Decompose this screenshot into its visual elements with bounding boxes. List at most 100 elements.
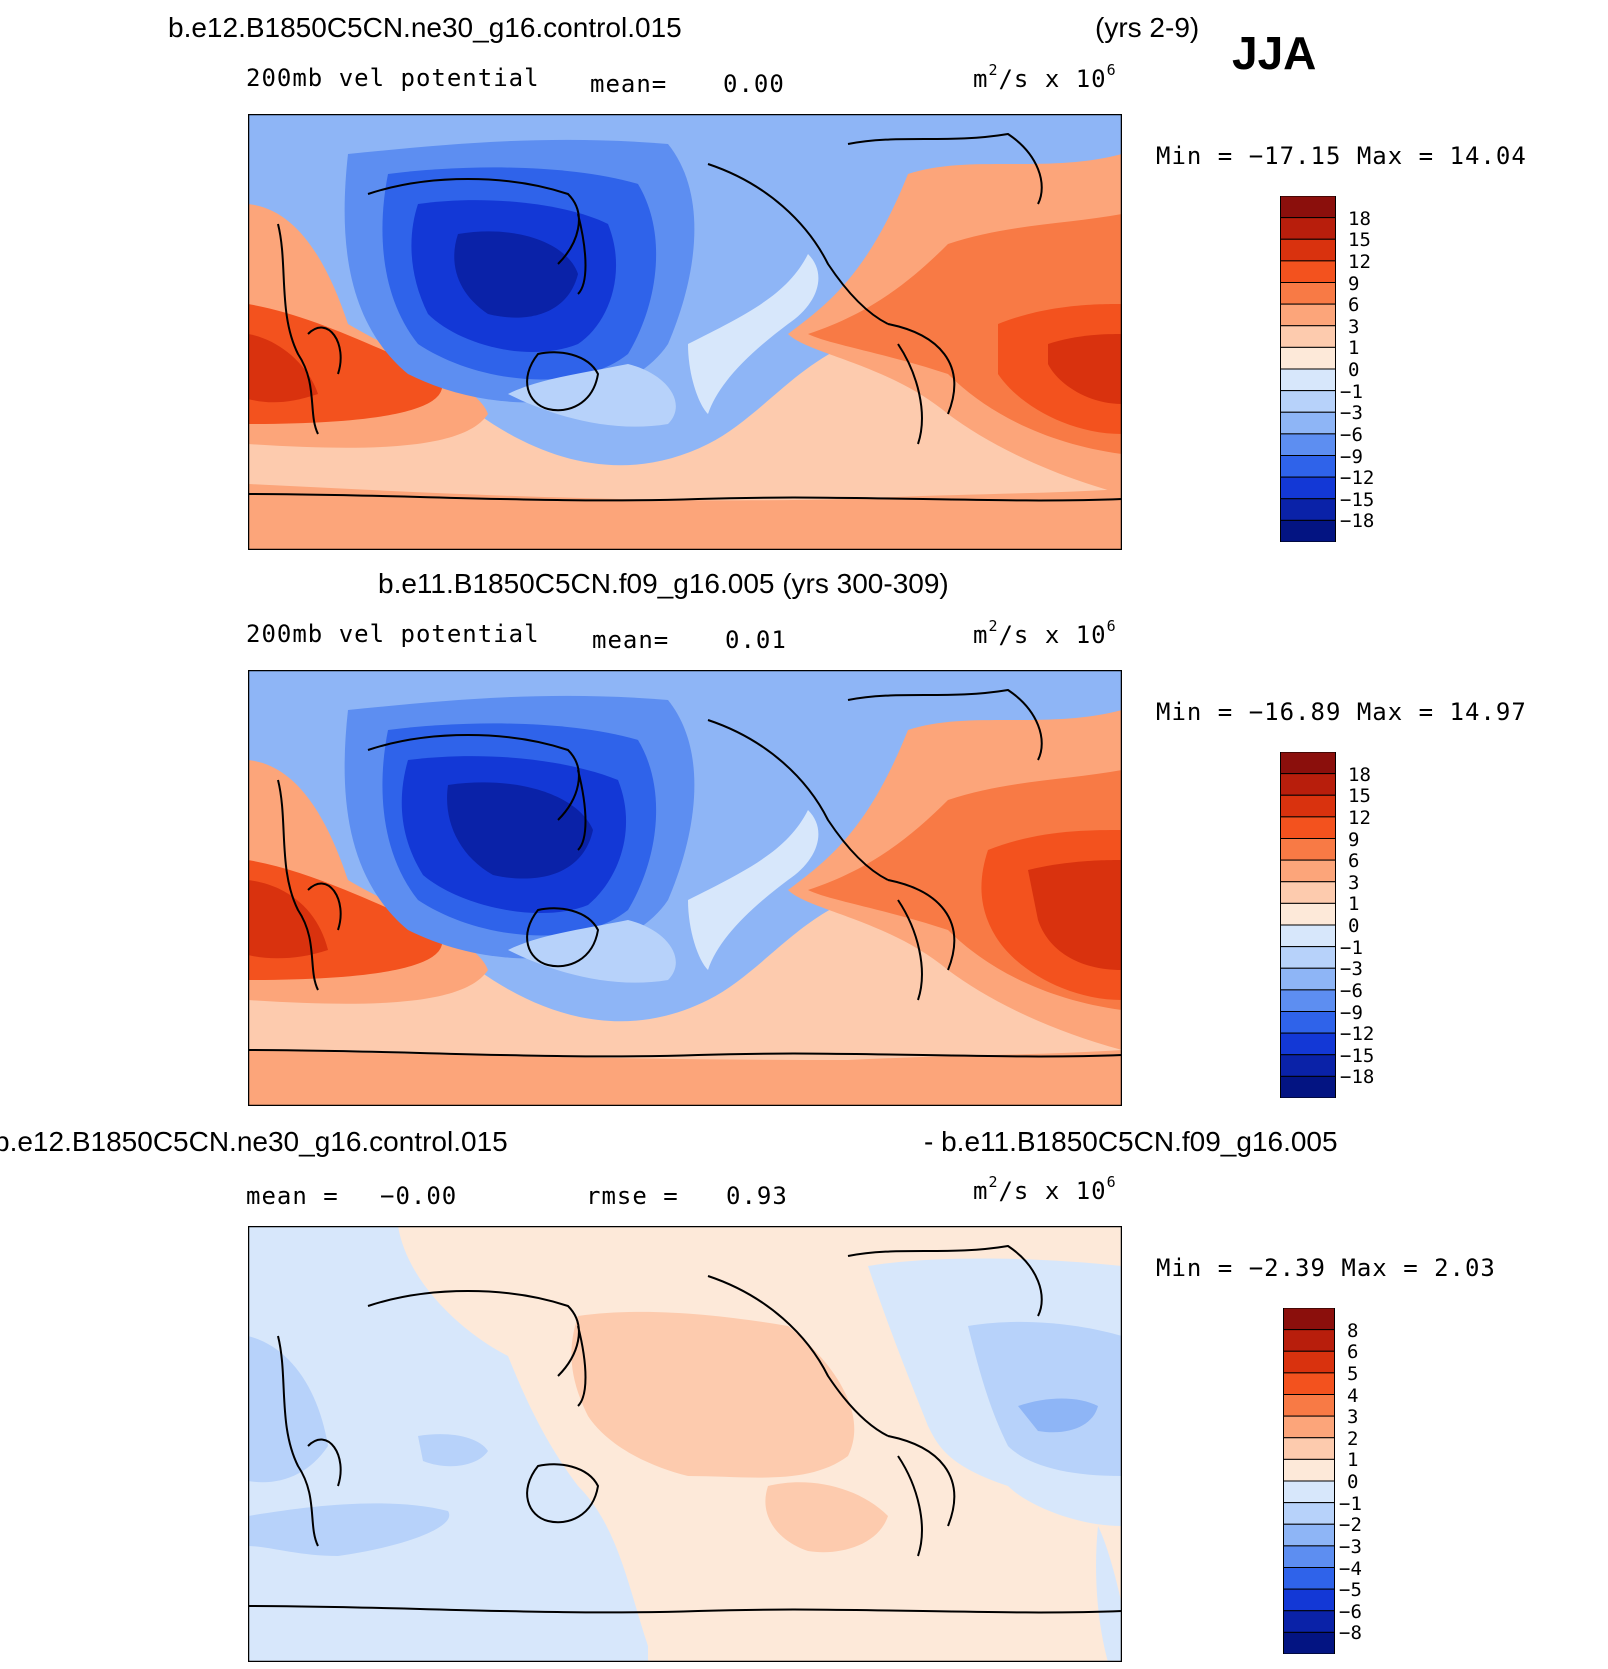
colorbar-label: −15 [1340,488,1375,511]
colorbar-swatch [1283,1394,1335,1417]
colorbar-swatch [1280,924,1336,948]
colorbar-swatch [1280,346,1336,370]
colorbar-label: 4 [1347,1384,1359,1407]
panel1-minmax: Min = −17.15 Max = 14.04 [1156,142,1527,170]
colorbar-label: −3 [1340,958,1363,981]
colorbar-swatch [1280,1075,1336,1099]
panel1-years: (yrs 2-9) [1095,12,1200,43]
colorbar-swatch [1280,325,1336,348]
colorbar-swatch [1283,1458,1335,1482]
panel3-title-right: - b.e11.B1850C5CN.f09_g16.005 [924,1126,1338,1157]
colorbar-label: −4 [1339,1557,1362,1580]
colorbar-label: 1 [1348,337,1360,360]
colorbar-swatch [1280,902,1336,926]
colorbar-label: 12 [1348,806,1371,829]
colorbar-swatch [1280,881,1336,904]
colorbar-label: 6 [1347,1341,1359,1364]
colorbar-label: 0 [1347,1471,1359,1493]
panel2-map [248,670,1122,1106]
colorbar-swatch [1283,1588,1335,1612]
colorbar-label: −6 [1339,1600,1362,1623]
panel2-mean-label: mean= [592,626,670,654]
colorbar-swatch [1280,751,1336,775]
panel3-rmse-label: rmse = [586,1182,679,1210]
colorbar-swatch [1280,411,1336,435]
panel3-colorbar: 8 6 5 4 3 2 1 0 −1 −2 −3 −4 −5 −6 −8 [1283,1307,1362,1659]
colorbar-swatch [1280,773,1336,796]
colorbar-label: 8 [1347,1319,1359,1342]
colorbar-label: −3 [1340,402,1363,425]
colorbar-label: 15 [1348,785,1371,808]
colorbar-swatch [1280,946,1336,969]
colorbar-swatch [1280,282,1336,305]
colorbar-label: 9 [1348,828,1360,851]
colorbar-swatch [1283,1415,1335,1439]
panel3-rmse-value: 0.93 [726,1182,788,1210]
colorbar-swatch [1280,238,1336,262]
panel3-mean-value: −0.00 [380,1182,458,1210]
panel3-minmax: Min = −2.39 Max = 2.03 [1156,1254,1496,1282]
colorbar-swatch [1280,519,1336,543]
panel2-colorbar-swatches [1280,751,1336,1099]
colorbar-label: 0 [1348,915,1360,937]
colorbar-label: −3 [1339,1535,1362,1558]
colorbar-label: 15 [1348,229,1371,252]
panel1-map [248,114,1122,550]
panel3-units: m2/s x 106 [973,1173,1117,1205]
colorbar-label: −1 [1340,380,1363,403]
colorbar-label: −2 [1339,1514,1362,1537]
colorbar-swatch [1283,1372,1335,1395]
panel1-mean-value: 0.00 [723,70,785,98]
colorbar-label: 0 [1348,359,1360,381]
colorbar-swatch [1280,498,1336,521]
colorbar-label: 18 [1348,207,1371,230]
panel2-mean-value: 0.01 [725,626,787,654]
season-label: JJA [1232,27,1317,79]
colorbar-swatch [1280,794,1336,818]
colorbar-label: 3 [1348,315,1360,338]
colorbar-label: −12 [1340,1023,1375,1046]
colorbar-label: 1 [1348,893,1360,916]
colorbar-swatch [1283,1502,1335,1525]
panel2-units: m2/s x 106 [973,617,1117,649]
colorbar-swatch [1280,455,1336,478]
colorbar-label: −6 [1340,979,1363,1002]
colorbar-label: −12 [1340,467,1375,490]
colorbar-label: 3 [1347,1406,1359,1429]
colorbar-swatch [1280,476,1336,500]
colorbar-label: 2 [1347,1427,1359,1450]
colorbar-swatch [1283,1480,1335,1504]
colorbar-swatch [1280,859,1336,883]
panel2-colorbar: 18 15 12 9 6 3 1 0 −1 −3 −6 −9 −12 −15 −18 [1280,751,1374,1103]
colorbar-swatch [1280,368,1336,392]
colorbar-swatch [1280,816,1336,839]
colorbar-swatch [1280,217,1336,240]
colorbar-label: 18 [1348,763,1371,786]
panel2-minmax: Min = −16.89 Max = 14.97 [1156,698,1527,726]
panel1-units: m2/s x 106 [973,61,1117,93]
panel2-variable: 200mb vel potential [246,620,540,648]
panel1-title: b.e12.B1850C5CN.ne30_g16.control.015 [168,12,682,43]
panel3-title-left: b.e12.B1850C5CN.ne30_g16.control.015 [0,1126,508,1157]
colorbar-label: −9 [1340,1001,1363,1024]
colorbar-label: −18 [1340,510,1375,533]
panel1-colorbar-swatches [1280,195,1336,543]
colorbar-swatch [1280,967,1336,991]
colorbar-swatch [1283,1307,1335,1331]
colorbar-label: −1 [1340,936,1363,959]
panel1-variable: 200mb vel potential [246,64,540,92]
colorbar-label: 6 [1348,294,1360,317]
colorbar-label: 5 [1347,1362,1359,1385]
colorbar-swatch [1283,1567,1335,1590]
colorbar-swatch [1283,1631,1335,1655]
colorbar-swatch [1280,989,1336,1012]
colorbar-swatch [1280,260,1336,283]
panel1-mean-label: mean= [590,70,668,98]
panel3-colorbar-swatches [1283,1307,1335,1655]
colorbar-swatch [1283,1437,1335,1460]
colorbar-swatch [1283,1545,1335,1568]
colorbar-swatch [1280,433,1336,456]
colorbar-label: −15 [1340,1044,1375,1067]
colorbar-label: −5 [1339,1579,1362,1602]
colorbar-label: −8 [1339,1622,1362,1645]
